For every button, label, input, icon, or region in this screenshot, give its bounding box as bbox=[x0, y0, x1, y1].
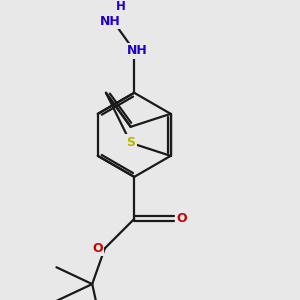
Text: NH: NH bbox=[127, 44, 148, 57]
Text: O: O bbox=[92, 242, 103, 255]
Text: S: S bbox=[126, 136, 135, 149]
Text: O: O bbox=[176, 212, 187, 225]
Text: NH: NH bbox=[100, 15, 121, 28]
Text: H: H bbox=[116, 0, 126, 13]
